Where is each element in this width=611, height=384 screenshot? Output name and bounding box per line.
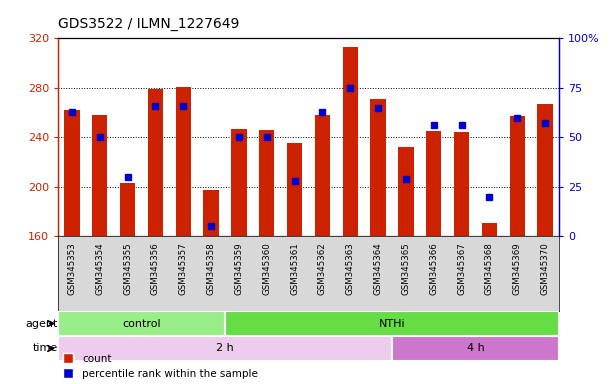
Text: GSM345368: GSM345368 <box>485 242 494 295</box>
Bar <box>175 87 191 236</box>
Text: 4 h: 4 h <box>467 343 485 354</box>
Bar <box>538 104 553 236</box>
Bar <box>398 147 414 236</box>
Text: GSM345360: GSM345360 <box>262 242 271 295</box>
Bar <box>287 144 302 236</box>
Bar <box>120 183 135 236</box>
Text: GSM345357: GSM345357 <box>179 242 188 295</box>
Text: GSM345362: GSM345362 <box>318 242 327 295</box>
Bar <box>482 223 497 236</box>
Bar <box>426 131 442 236</box>
Text: 2 h: 2 h <box>216 343 234 354</box>
Text: GSM345364: GSM345364 <box>374 242 382 295</box>
Bar <box>58 336 392 361</box>
Bar <box>232 129 247 236</box>
Text: GDS3522 / ILMN_1227649: GDS3522 / ILMN_1227649 <box>58 17 240 31</box>
Text: agent: agent <box>26 318 58 329</box>
Bar <box>92 115 108 236</box>
Text: GSM345353: GSM345353 <box>67 242 76 295</box>
Text: GSM345363: GSM345363 <box>346 242 355 295</box>
Text: GSM345367: GSM345367 <box>457 242 466 295</box>
Text: GSM345369: GSM345369 <box>513 242 522 295</box>
Text: GSM345359: GSM345359 <box>235 242 243 295</box>
Text: GSM345355: GSM345355 <box>123 242 132 295</box>
Text: GSM345366: GSM345366 <box>430 242 438 295</box>
Bar <box>370 99 386 236</box>
Bar <box>343 47 358 236</box>
Bar <box>454 132 469 236</box>
Bar <box>392 336 559 361</box>
Bar <box>64 110 79 236</box>
Text: control: control <box>122 318 161 329</box>
Text: NTHi: NTHi <box>379 318 405 329</box>
Text: GSM345358: GSM345358 <box>207 242 216 295</box>
Bar <box>148 89 163 236</box>
Text: time: time <box>33 343 58 354</box>
Text: GSM345370: GSM345370 <box>541 242 550 295</box>
Bar <box>259 130 274 236</box>
Text: GSM345354: GSM345354 <box>95 242 104 295</box>
Text: GSM345361: GSM345361 <box>290 242 299 295</box>
Bar <box>203 190 219 236</box>
Bar <box>225 311 559 336</box>
Text: GSM345356: GSM345356 <box>151 242 160 295</box>
Bar <box>58 311 225 336</box>
Legend: count, percentile rank within the sample: count, percentile rank within the sample <box>64 354 258 379</box>
Bar <box>315 115 330 236</box>
Text: GSM345365: GSM345365 <box>401 242 411 295</box>
Bar <box>510 116 525 236</box>
